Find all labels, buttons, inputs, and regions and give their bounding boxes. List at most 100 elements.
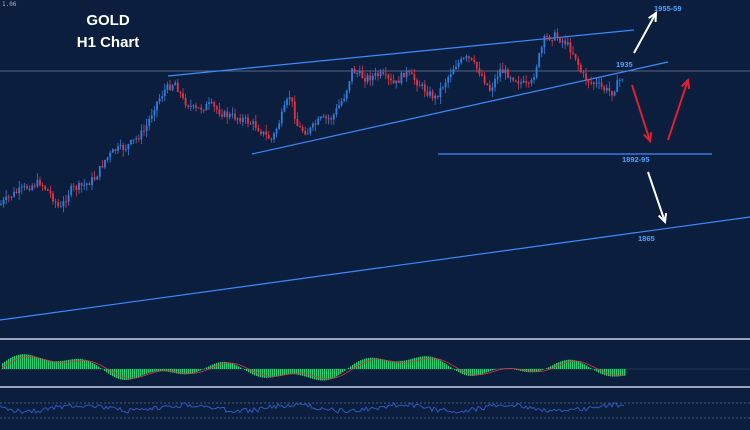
macd-bar bbox=[244, 369, 246, 370]
macd-bar bbox=[454, 369, 456, 370]
candle-body bbox=[57, 202, 60, 207]
macd-bar bbox=[86, 360, 88, 369]
macd-bar bbox=[566, 359, 568, 369]
candle-body bbox=[395, 80, 398, 84]
candle-body bbox=[117, 146, 119, 151]
macd-bar bbox=[338, 369, 340, 376]
macd-bar bbox=[538, 369, 540, 372]
candle-body bbox=[618, 80, 621, 82]
candle-body bbox=[473, 59, 476, 62]
macd-bar bbox=[406, 360, 408, 369]
candle-body bbox=[530, 80, 533, 84]
macd-bar bbox=[290, 369, 292, 375]
candle-body bbox=[109, 152, 112, 158]
macd-bar bbox=[236, 365, 238, 369]
candle-body bbox=[312, 123, 314, 128]
macd-bar bbox=[482, 369, 484, 374]
candle-body bbox=[283, 105, 286, 112]
macd-bar bbox=[310, 369, 312, 379]
macd-bar bbox=[416, 357, 418, 369]
candle-body bbox=[171, 85, 174, 90]
macd-bar bbox=[24, 354, 26, 369]
candle-body bbox=[483, 75, 486, 84]
candle-body bbox=[101, 166, 104, 168]
macd-bar bbox=[428, 356, 430, 369]
macd-bar bbox=[432, 357, 434, 369]
macd-bar bbox=[300, 369, 302, 376]
candle-body bbox=[496, 76, 499, 79]
macd-bar bbox=[470, 369, 472, 376]
candle-body bbox=[416, 80, 418, 86]
candle-body bbox=[408, 71, 411, 73]
macd-bar bbox=[576, 360, 578, 369]
candle-body bbox=[36, 179, 39, 187]
level-label-1892-95: 1892-95 bbox=[622, 155, 650, 164]
macd-bar bbox=[550, 366, 552, 369]
macd-bar bbox=[578, 361, 580, 369]
candle-body bbox=[205, 103, 208, 111]
macd-bar bbox=[518, 369, 520, 371]
candle-body bbox=[548, 36, 551, 41]
candle-body bbox=[80, 183, 83, 186]
candle-body bbox=[457, 62, 460, 67]
candle-body bbox=[143, 130, 145, 132]
candle-body bbox=[343, 98, 346, 101]
macd-bar bbox=[106, 369, 108, 373]
candle-body bbox=[247, 117, 249, 124]
macd-bar bbox=[606, 369, 608, 376]
macd-bar bbox=[80, 359, 82, 369]
candle-body bbox=[280, 111, 283, 124]
candle-body bbox=[491, 87, 494, 91]
candle-body bbox=[189, 105, 192, 107]
candle-body bbox=[7, 196, 10, 198]
macd-bar bbox=[318, 369, 320, 381]
macd-bar bbox=[104, 369, 106, 371]
macd-bar bbox=[620, 369, 622, 377]
macd-bar bbox=[564, 360, 566, 369]
macd-bar bbox=[250, 369, 252, 374]
candle-body bbox=[234, 113, 236, 120]
macd-bar bbox=[372, 357, 374, 369]
macd-bar bbox=[252, 369, 254, 375]
candle-body bbox=[436, 95, 439, 98]
level-label-1865: 1865 bbox=[638, 234, 655, 243]
macd-bar bbox=[462, 369, 464, 375]
candle-body bbox=[197, 107, 200, 109]
channel-upper-line bbox=[167, 29, 635, 77]
candle-body bbox=[231, 113, 234, 115]
macd-bar bbox=[66, 360, 68, 369]
candle-body bbox=[18, 187, 21, 194]
macd-bar bbox=[142, 369, 144, 376]
macd-bar bbox=[514, 369, 516, 370]
macd-bar bbox=[246, 369, 248, 372]
candle-body bbox=[10, 196, 13, 198]
macd-bar bbox=[476, 369, 478, 376]
candle-body bbox=[449, 74, 452, 78]
candle-body bbox=[184, 97, 187, 106]
candle-body bbox=[452, 69, 455, 75]
candle-body bbox=[158, 98, 161, 102]
candle-body bbox=[423, 84, 426, 92]
macd-bar bbox=[452, 368, 454, 369]
macd-bar bbox=[458, 369, 460, 373]
macd-bar bbox=[120, 369, 122, 380]
macd-bar bbox=[316, 369, 318, 380]
candle-body bbox=[379, 72, 382, 77]
macd-bar bbox=[294, 369, 296, 375]
candle-body bbox=[270, 138, 273, 140]
candle-body bbox=[358, 70, 361, 74]
macd-bar bbox=[540, 369, 542, 371]
candle-body bbox=[0, 204, 2, 206]
candle-body bbox=[176, 82, 179, 92]
candle-body bbox=[397, 80, 400, 84]
macd-bar bbox=[32, 355, 34, 369]
macd-bar bbox=[610, 369, 612, 377]
macd-bar bbox=[430, 356, 432, 369]
candle-body bbox=[137, 138, 140, 140]
macd-bar bbox=[124, 369, 126, 380]
macd-bar bbox=[472, 369, 474, 376]
candle-body bbox=[249, 123, 252, 125]
candle-body bbox=[309, 127, 312, 134]
macd-bar bbox=[272, 369, 274, 378]
macd-bar bbox=[352, 364, 354, 369]
